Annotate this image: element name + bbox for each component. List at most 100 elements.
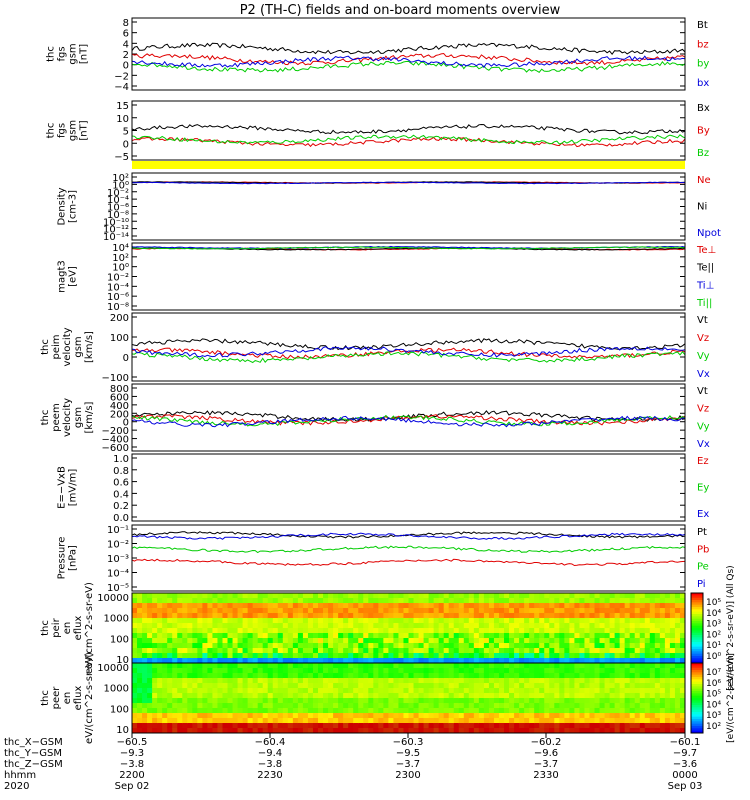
heatmap-cell [629,643,636,649]
heatmap-cell [659,623,666,629]
heatmap-cell [664,678,671,684]
heatmap-cell [574,648,580,654]
heatmap-cell [192,653,198,659]
heatmap-cell [624,598,631,604]
heatmap-cell [644,663,651,669]
heatmap-cell [373,708,379,714]
heatmap-cell [443,608,450,614]
heatmap-cell [408,673,415,679]
heatmap-cell [297,638,304,644]
heatmap-cell [473,598,480,604]
heatmap-cell [272,673,279,679]
heatmap-cell [137,718,143,724]
heatmap-cell [307,713,314,719]
heatmap-cell [624,723,631,729]
legend-Pe: Pe [697,562,709,573]
heatmap-cell [443,673,450,679]
heatmap-cell [524,618,530,624]
legend-Pt: Pt [697,527,707,538]
heatmap-cell [679,613,686,619]
heatmap-cell [292,603,299,609]
heatmap-cell [152,603,158,609]
heatmap-cell [307,643,314,649]
heatmap-cell [242,628,249,634]
heatmap-cell [333,688,339,694]
heatmap-cell [237,683,244,689]
xaxis-value: 2200 [119,770,144,781]
heatmap-cell [202,668,208,674]
heatmap-cell [574,658,580,664]
heatmap-cell [519,678,525,684]
heatmap-cell [262,598,269,604]
heatmap-cell [483,618,490,624]
ytick-label: 10⁻⁴ [107,569,129,580]
heatmap-cell [599,628,606,634]
heatmap-cell [524,648,530,654]
colorbar-cell [691,686,703,690]
heatmap-cell [202,658,208,664]
heatmap-cell [579,648,585,654]
heatmap-cell [262,693,269,699]
heatmap-cell [177,708,183,714]
heatmap-cell [292,693,299,699]
heatmap-cell [524,708,530,714]
heatmap-cell [142,698,148,704]
heatmap-cell [599,658,606,664]
heatmap-cell [493,678,500,684]
heatmap-cell [328,603,334,609]
heatmap-cell [498,648,505,654]
heatmap-cell [378,628,384,634]
heatmap-cell [267,648,274,654]
heatmap-cell [172,653,178,659]
heatmap-cell [272,678,279,684]
heatmap-cell [363,718,369,724]
series-Vy [131,351,686,364]
heatmap-cell [599,613,606,619]
heatmap-cell [589,618,596,624]
heatmap-cell [328,708,334,714]
heatmap-cell [132,613,138,619]
ylabel-part: [mV/m] [68,469,79,507]
heatmap-cell [624,678,631,684]
heatmap-cell [609,718,616,724]
heatmap-cell [453,628,460,634]
heatmap-cell [544,608,550,614]
heatmap-cell [554,593,560,599]
heatmap-cell [589,643,596,649]
heatmap-cell [488,648,495,654]
heatmap-cell [569,648,575,654]
heatmap-cell [463,623,470,629]
heatmap-cell [463,648,470,654]
heatmap-cell [649,708,656,714]
heatmap-cell [524,683,530,689]
heatmap-cell [509,703,515,709]
heatmap-cell [483,648,490,654]
heatmap-cell [207,643,213,649]
heatmap-cell [297,673,304,679]
heatmap-cell [433,708,440,714]
heatmap-cell [619,708,626,714]
heatmap-cell [463,698,470,704]
heatmap-cell [302,723,309,729]
heatmap-cell [463,708,470,714]
heatmap-cell [428,633,435,639]
heatmap-cell [629,718,636,724]
heatmap-cell [433,653,440,659]
heatmap-cell [544,648,550,654]
heatmap-cell [438,608,445,614]
heatmap-cell [292,598,299,604]
heatmap-cell [428,618,435,624]
heatmap-cell [348,648,354,654]
heatmap-cell [509,613,515,619]
heatmap-cell [433,703,440,709]
heatmap-cell [177,693,183,699]
ytick-label: 10⁻⁴ [107,282,129,293]
heatmap-cell [318,613,324,619]
xaxis-value: 2230 [257,770,282,781]
heatmap-cell [644,723,651,729]
heatmap-cell [368,658,374,664]
heatmap-cell [639,643,646,649]
heatmap-cell [152,598,158,604]
heatmap-cell [473,708,480,714]
